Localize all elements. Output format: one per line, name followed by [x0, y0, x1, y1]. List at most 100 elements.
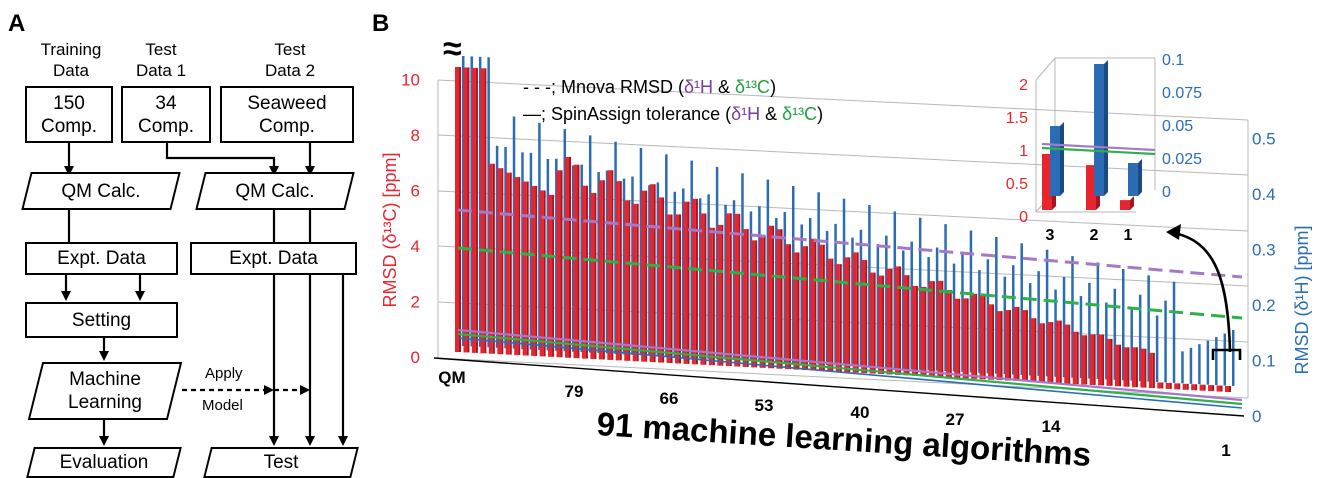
bar-c13 — [666, 214, 671, 363]
bar-c13 — [691, 198, 696, 365]
panel-a-label: A — [8, 10, 26, 37]
bar-c13-side — [958, 298, 961, 378]
bar-c13 — [531, 185, 536, 356]
inset-frame — [1035, 57, 1156, 213]
bar-c13 — [1064, 324, 1069, 384]
bar-c13-side — [1110, 338, 1113, 386]
bar-c13-side — [848, 257, 851, 373]
bar-h1 — [1012, 265, 1015, 375]
bar-c13-side — [492, 163, 495, 354]
bar-c13 — [1216, 385, 1221, 392]
bar-c13 — [759, 235, 764, 368]
bar-c13 — [556, 170, 561, 358]
inset-bar-h1 — [1050, 126, 1060, 196]
bar-h1 — [800, 224, 803, 364]
bar-h1 — [876, 244, 880, 368]
bar-c13-side — [1009, 310, 1011, 381]
bar-h1 — [1003, 276, 1007, 375]
bar-c13 — [852, 252, 857, 373]
bar-c13-side — [721, 224, 724, 366]
bar-h1 — [512, 116, 516, 349]
bar-c13 — [1021, 310, 1026, 382]
bar-c13-side — [789, 244, 791, 370]
bar-h1 — [1223, 333, 1227, 386]
bar-h1 — [952, 263, 956, 372]
bar-h1 — [893, 211, 897, 369]
bar-c13-side — [772, 225, 775, 369]
bar-c13 — [988, 304, 993, 380]
bar-c13-side — [1051, 322, 1054, 383]
bar-c13-side — [856, 252, 859, 373]
bar-c13 — [869, 272, 874, 374]
bar-h1 — [690, 160, 693, 358]
bar-c13 — [954, 298, 959, 378]
mnova-c-line — [457, 246, 1243, 320]
test-box: Test — [207, 447, 355, 478]
bar-h1 — [927, 257, 930, 371]
bar-c13-side — [679, 214, 681, 364]
expt-data-right: Expt. Data — [190, 242, 357, 275]
bar-c13 — [455, 67, 459, 352]
legend-solid-text: —; SpinAssign tolerance ( — [523, 104, 732, 124]
inset-bar-h1-side — [1138, 159, 1142, 196]
inset-bar-h1-side — [1060, 122, 1064, 196]
inset-x-tick: 1 — [1124, 227, 1133, 244]
bar-c13 — [945, 289, 950, 378]
bar-c13-side — [1093, 334, 1096, 385]
bar-c13-side — [1034, 318, 1037, 382]
inset-x-tick: 2 — [1090, 227, 1099, 244]
bar-h1 — [648, 185, 651, 356]
bar-h1 — [732, 200, 736, 361]
bar-c13-side — [602, 180, 605, 360]
bar-h1 — [588, 135, 592, 353]
bar-c13 — [920, 286, 925, 377]
evaluation-box: Evaluation — [30, 447, 178, 478]
inset-chart: 0 0.5 1 1.5 2 0 0.025 0.05 0.075 0.1 3 2 1 — [1006, 52, 1202, 244]
bar-h1 — [724, 204, 727, 360]
bar-c13 — [886, 268, 891, 375]
bar-c13-side — [628, 200, 631, 361]
bar-c13-side — [983, 295, 986, 380]
bar-h1 — [1172, 281, 1176, 383]
blue-base-line — [457, 337, 1243, 409]
bar-c13 — [1157, 382, 1162, 389]
bar-c13-side — [890, 268, 893, 375]
bar-c13-side — [1178, 383, 1181, 390]
bar-c13-side — [509, 172, 512, 355]
bar-c13 — [717, 224, 722, 366]
inset-arrowhead — [1166, 224, 1181, 240]
inset-bar-c13-side — [1130, 196, 1134, 210]
bar-c13 — [471, 67, 476, 353]
bar-c13 — [1131, 347, 1136, 388]
apply-label: Apply — [205, 365, 243, 382]
bar-c13-side — [831, 258, 834, 372]
bar-h1 — [1164, 300, 1167, 383]
bar-h1 — [495, 145, 499, 348]
bar-c13 — [615, 181, 620, 361]
bar-c13-side — [865, 260, 868, 374]
legend-solid: —; SpinAssign tolerance (δ¹H & δ¹³C) — [523, 104, 823, 125]
inset-right-tick: 0.1 — [1162, 52, 1184, 69]
bar-h1 — [682, 188, 685, 358]
bar-c13-side — [552, 194, 555, 357]
bar-c13 — [641, 190, 646, 362]
panel-b-label: B — [372, 10, 390, 37]
bar-h1 — [775, 217, 778, 363]
bar-c13 — [1191, 384, 1196, 391]
inset-right-tick: 0.075 — [1162, 85, 1202, 102]
bar-c13-side — [755, 240, 758, 368]
bar-c13-side — [662, 197, 665, 363]
bar-c13 — [581, 185, 586, 359]
inset-right-tick: 0.05 — [1162, 118, 1193, 135]
bar-h1 — [521, 152, 524, 350]
inset-left-tick: 1.5 — [1006, 110, 1028, 127]
legend-amp: & — [713, 77, 736, 97]
legend-close-2: ) — [817, 104, 824, 124]
legend-dashed: - - -; Mnova RMSD (δ¹H & δ¹³C) — [523, 77, 776, 98]
inset-bar-c13 — [1042, 153, 1052, 210]
bar-c13 — [1047, 322, 1052, 383]
bar-h1 — [665, 154, 668, 357]
x-tick-label: 1 — [1221, 441, 1230, 460]
right-tick-label: 0 — [1252, 407, 1261, 426]
bar-h1 — [783, 212, 787, 363]
